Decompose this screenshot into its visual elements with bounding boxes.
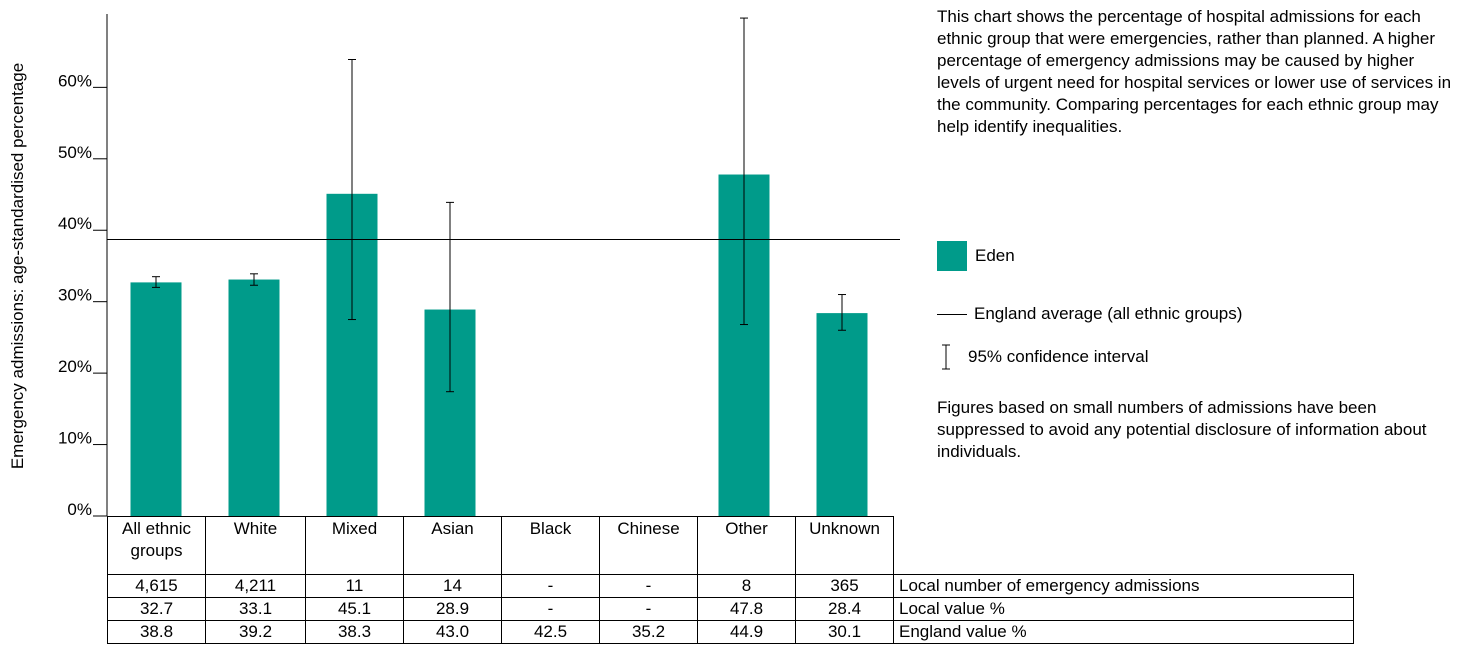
y-axis-label: Emergency admissions: age-standardised p… (8, 63, 27, 469)
legend-average-line (937, 313, 967, 315)
y-tick-label: 20% (58, 357, 92, 376)
legend-ci-label: 95% confidence interval (968, 347, 1149, 366)
table-cell: 39.2 (205, 620, 306, 644)
category-label: White (205, 516, 306, 575)
bar (228, 279, 280, 516)
row-label: England value % (893, 620, 1354, 644)
table-cell: 11 (305, 574, 404, 598)
table-cell: 4,615 (107, 574, 206, 598)
category-label: Unknown (795, 516, 894, 575)
bar-chart: 0% 10% 20% 30% 40% 50% 60% Emergency admissions… (8, 14, 900, 519)
table-cell: - (599, 574, 698, 598)
y-tick-label: 50% (58, 143, 92, 162)
legend-area-swatch (937, 241, 967, 271)
table-cell: 38.3 (305, 620, 404, 644)
table-cell: 43.0 (403, 620, 502, 644)
table-row: 38.8 39.2 38.3 43.0 42.5 35.2 44.9 30.1 England … (107, 620, 1354, 644)
table-cell: - (501, 574, 600, 598)
y-tick-label: 40% (58, 214, 92, 233)
table-cell: 14 (403, 574, 502, 598)
bar (816, 313, 868, 516)
row-label: Local number of emergency admissions (893, 574, 1354, 598)
legend-average-label: England average (all ethnic groups) (974, 304, 1243, 323)
y-tick-label: 60% (58, 71, 92, 90)
category-label: Asian (403, 516, 502, 575)
table-row: 4,615 4,211 11 14- -8 365 Local number of emer… (107, 574, 1354, 598)
legend-ci: 95% confidence interval (937, 344, 1149, 370)
category-label: All ethnic groups (107, 516, 206, 575)
table-spacer (894, 517, 1354, 575)
table-cell: 28.9 (403, 597, 502, 621)
table-cell: 30.1 (795, 620, 894, 644)
chart-description: This chart shows the percentage of hospi… (937, 7, 1452, 136)
table-cell: 45.1 (305, 597, 404, 621)
category-label: Other (697, 516, 796, 575)
ci-icon (942, 344, 950, 370)
table-row: 32.7 33.1 45.1 28.9- -47.8 28.4 Local value % (107, 597, 1354, 621)
table-cell: 365 (795, 574, 894, 598)
suppression-note: Figures based on small numbers of admiss… (937, 398, 1427, 461)
table-cell: 42.5 (501, 620, 600, 644)
data-table: All ethnic groups White Mixed Asian Black Chi… (107, 516, 1354, 644)
legend-area-label: Eden (975, 246, 1015, 265)
category-label: Mixed (305, 516, 404, 575)
table-cell: - (599, 597, 698, 621)
legend-area: Eden (937, 241, 1015, 271)
table-cell: 38.8 (107, 620, 206, 644)
legend-average: England average (all ethnic groups) (937, 304, 1242, 324)
row-label: Local value % (893, 597, 1354, 621)
category-label: Chinese (599, 516, 698, 575)
table-cell: 8 (697, 574, 796, 598)
table-cell: - (501, 597, 600, 621)
y-tick-label: 30% (58, 286, 92, 305)
table-cell: 28.4 (795, 597, 894, 621)
table-cell: 44.9 (697, 620, 796, 644)
y-tick-label: 0% (67, 500, 92, 519)
table-cell: 33.1 (205, 597, 306, 621)
table-cell: 32.7 (107, 597, 206, 621)
category-label: Black (501, 516, 600, 575)
y-tick-label: 10% (58, 429, 92, 448)
table-cell: 35.2 (599, 620, 698, 644)
bar (130, 282, 182, 516)
table-cell: 4,211 (205, 574, 306, 598)
table-cell: 47.8 (697, 597, 796, 621)
